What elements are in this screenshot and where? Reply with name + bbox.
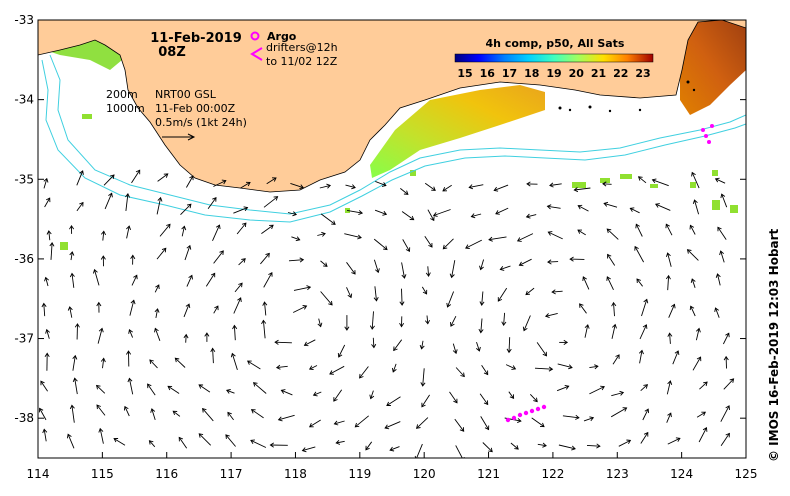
y-tick-label: -36 — [14, 252, 34, 266]
x-tick-label: 124 — [670, 467, 693, 481]
colorbar-ticks: 15 16 17 18 19 20 21 22 23 — [457, 67, 650, 80]
map-title-time: 08Z — [158, 45, 186, 60]
x-tick-label: 117 — [220, 467, 243, 481]
colorbar-tick-label: 17 — [502, 67, 517, 80]
colorbar-tick-label: 18 — [524, 67, 539, 80]
drifter-legend-range: to 11/02 12Z — [266, 55, 338, 68]
x-tick-label: 121 — [477, 467, 500, 481]
credit-label: © IMOS 16-Feb-2019 12:03 Hobart — [767, 228, 781, 462]
x-tick-label: 123 — [606, 467, 629, 481]
x-tick-label: 116 — [155, 467, 178, 481]
colorbar-tick-label: 21 — [591, 67, 606, 80]
x-tick-label: 114 — [27, 467, 50, 481]
y-tick-label: -38 — [14, 411, 34, 425]
map-title-date: 11-Feb-2019 — [150, 31, 242, 46]
colorbar-tick-label: 16 — [480, 67, 496, 80]
colorbar-tick-label: 15 — [457, 67, 472, 80]
isobath-label-200m: 200m — [106, 88, 138, 101]
x-tick-label: 115 — [91, 467, 114, 481]
y-tick-label: -35 — [14, 172, 34, 186]
y-tick-label: -34 — [14, 93, 34, 107]
current-vector — [275, 342, 292, 343]
x-tick-label: 119 — [348, 467, 371, 481]
product-date: 11-Feb 00:00Z — [155, 102, 236, 115]
y-tick-label: -33 — [14, 13, 34, 27]
colorbar-gradient — [455, 54, 653, 62]
x-tick-label: 120 — [413, 467, 436, 481]
credit-band: © IMOS 16-Feb-2019 12:03 Hobart — [758, 22, 788, 462]
product-label: NRT00 GSL — [155, 88, 217, 101]
x-tick-label: 118 — [284, 467, 307, 481]
x-tick-label: 122 — [541, 467, 564, 481]
drifter-legend-label: drifters@12h — [266, 41, 338, 54]
colorbar-tick-label: 19 — [546, 67, 561, 80]
x-tick-label: 125 — [735, 467, 758, 481]
current-vector — [548, 262, 558, 263]
y-tick-label: -37 — [14, 332, 34, 346]
colorbar-title: 4h comp, p50, All Sats — [486, 37, 625, 50]
colorbar-tick-label: 22 — [613, 67, 628, 80]
current-vector — [373, 338, 374, 348]
isobath-label-1000m: 1000m — [106, 102, 145, 115]
vector-scale-label: 0.5m/s (1kt 24h) — [155, 116, 247, 129]
current-vector — [402, 289, 403, 305]
colorbar-tick-label: 20 — [569, 67, 585, 80]
colorbar-tick-label: 23 — [635, 67, 650, 80]
